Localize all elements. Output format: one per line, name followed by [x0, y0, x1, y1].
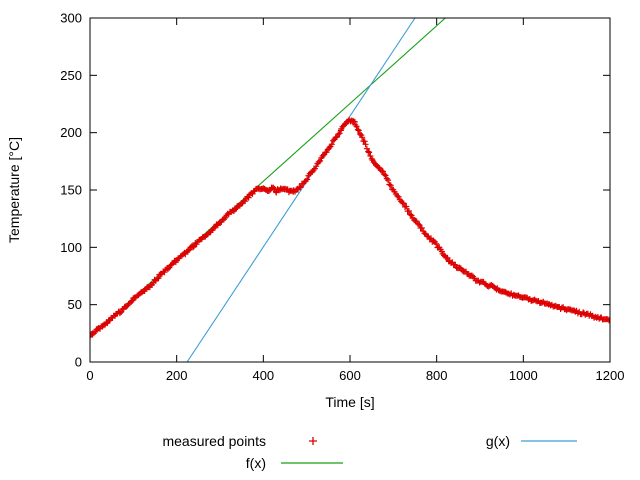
- x-tick-label: 400: [252, 368, 274, 383]
- x-tick-label: 600: [339, 368, 361, 383]
- x-tick-label: 200: [166, 368, 188, 383]
- legend-label-f: f(x): [245, 455, 266, 471]
- x-tick-label: 800: [426, 368, 448, 383]
- line-sample-icon: [281, 462, 343, 464]
- legend-label-measured-points: measured points: [162, 433, 266, 449]
- x-tick-label: 1200: [596, 368, 625, 383]
- x-tick-label: 0: [86, 368, 93, 383]
- legend-label-g: g(x): [485, 433, 510, 449]
- y-tick-label: 150: [60, 183, 82, 198]
- legend-line-f: [280, 455, 344, 471]
- plus-marker-icon: [309, 437, 317, 445]
- y-tick-label: 100: [60, 240, 82, 255]
- legend-line-g: [520, 433, 578, 449]
- measured-points-series: [90, 116, 610, 340]
- x-axis-label: Time [s]: [325, 394, 375, 410]
- legend-marker-measured-points: [280, 433, 344, 449]
- y-tick-label: 300: [60, 11, 82, 26]
- y-tick-label: 50: [68, 297, 82, 312]
- y-axis-label: Temperature [°C]: [6, 137, 22, 243]
- f-line: [90, 18, 446, 338]
- y-tick-label: 0: [75, 355, 82, 370]
- y-tick-label: 250: [60, 68, 82, 83]
- plot-border: [89, 17, 611, 363]
- x-tick-label: 1000: [509, 368, 538, 383]
- line-sample-icon: [521, 440, 577, 442]
- y-tick-label: 200: [60, 125, 82, 140]
